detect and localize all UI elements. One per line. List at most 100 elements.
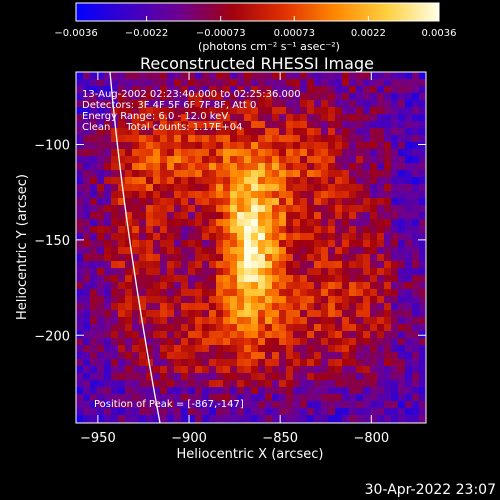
heatmap-cell <box>139 408 147 416</box>
heatmap-cell <box>90 254 98 262</box>
heatmap-cell <box>300 107 308 115</box>
heatmap-cell <box>419 317 426 325</box>
heatmap-cell <box>174 247 182 255</box>
heatmap-cell <box>244 149 252 157</box>
heatmap-cell <box>321 387 329 395</box>
heatmap-cell <box>419 226 426 234</box>
heatmap-cell <box>412 177 420 185</box>
heatmap-cell <box>314 282 322 290</box>
heatmap-cell <box>293 338 301 346</box>
heatmap-cell <box>202 128 210 136</box>
heatmap-cell <box>342 226 350 234</box>
heatmap-cell <box>216 352 224 360</box>
heatmap-cell <box>104 100 112 108</box>
heatmap-cell <box>377 275 385 283</box>
heatmap-cell <box>111 177 119 185</box>
heatmap-cell <box>181 79 189 87</box>
heatmap-cell <box>342 156 350 164</box>
heatmap-cell <box>104 149 112 157</box>
heatmap-cell <box>90 373 98 381</box>
heatmap-cell <box>111 149 119 157</box>
heatmap-cell <box>405 128 413 136</box>
heatmap-cell <box>237 128 245 136</box>
heatmap-cell <box>237 324 245 332</box>
heatmap-cell <box>125 128 133 136</box>
heatmap-cell <box>76 212 84 220</box>
heatmap-cell <box>384 282 392 290</box>
heatmap-cell <box>356 156 364 164</box>
heatmap-cell <box>349 177 357 185</box>
heatmap-cell <box>370 219 378 227</box>
heatmap-cell <box>230 310 238 318</box>
heatmap-cell <box>118 303 126 311</box>
heatmap-cell <box>104 345 112 353</box>
heatmap-cell <box>125 219 133 227</box>
heatmap-cell <box>174 331 182 339</box>
heatmap-cell <box>349 296 357 304</box>
heatmap-cell <box>265 303 273 311</box>
heatmap-cell <box>230 254 238 262</box>
heatmap-cell <box>335 205 343 213</box>
heatmap-cell <box>342 289 350 297</box>
heatmap-cell <box>76 303 84 311</box>
heatmap-cell <box>244 121 252 129</box>
heatmap-cell <box>349 324 357 332</box>
heatmap-cell <box>244 247 252 255</box>
heatmap-cell <box>398 233 406 241</box>
heatmap-cell <box>181 331 189 339</box>
heatmap-cell <box>251 170 259 178</box>
heatmap-cell <box>307 135 315 143</box>
heatmap-cell <box>174 352 182 360</box>
plot-frame <box>75 71 427 424</box>
heatmap-cell <box>125 170 133 178</box>
heatmap-cell <box>90 156 98 164</box>
heatmap-cell <box>125 303 133 311</box>
heatmap-cell <box>181 254 189 262</box>
heatmap-cell <box>314 142 322 150</box>
heatmap-cell <box>76 170 84 178</box>
heatmap-cell <box>230 79 238 87</box>
heatmap-cell <box>405 177 413 185</box>
heatmap-cell <box>118 191 126 199</box>
heatmap-cell <box>328 107 336 115</box>
heatmap-cell <box>160 114 168 122</box>
heatmap-cell <box>237 233 245 241</box>
heatmap-cell <box>412 289 420 297</box>
heatmap-cell <box>104 121 112 129</box>
heatmap-cell <box>293 324 301 332</box>
heatmap-cell <box>160 233 168 241</box>
heatmap-cell <box>342 93 350 101</box>
heatmap-cell <box>314 177 322 185</box>
heatmap-cell <box>293 191 301 199</box>
heatmap-cell <box>335 107 343 115</box>
heatmap-cell <box>167 177 175 185</box>
heatmap-cell <box>153 86 161 94</box>
heatmap-cell <box>279 338 287 346</box>
heatmap-cell <box>384 72 392 80</box>
heatmap-cell <box>230 100 238 108</box>
heatmap-cell <box>272 303 280 311</box>
heatmap-cell <box>258 408 266 416</box>
heatmap-cell <box>188 86 196 94</box>
heatmap-cell <box>167 219 175 227</box>
heatmap-cell <box>244 100 252 108</box>
heatmap-cell <box>174 240 182 248</box>
heatmap-cell <box>356 282 364 290</box>
heatmap-cell <box>188 163 196 171</box>
heatmap-cell <box>125 142 133 150</box>
heatmap-cell <box>398 373 406 381</box>
heatmap-cell <box>300 79 308 87</box>
heatmap-cell <box>356 415 364 423</box>
heatmap-cell <box>216 156 224 164</box>
heatmap-cell <box>181 345 189 353</box>
heatmap-cell <box>265 317 273 325</box>
heatmap-cell <box>335 142 343 150</box>
heatmap-cell <box>104 401 112 409</box>
heatmap-cell <box>419 212 426 220</box>
heatmap-cell <box>349 408 357 416</box>
heatmap-cell <box>356 93 364 101</box>
heatmap-cell <box>321 359 329 367</box>
heatmap-cell <box>363 303 371 311</box>
heatmap-cell <box>314 135 322 143</box>
heatmap-cell <box>377 408 385 416</box>
